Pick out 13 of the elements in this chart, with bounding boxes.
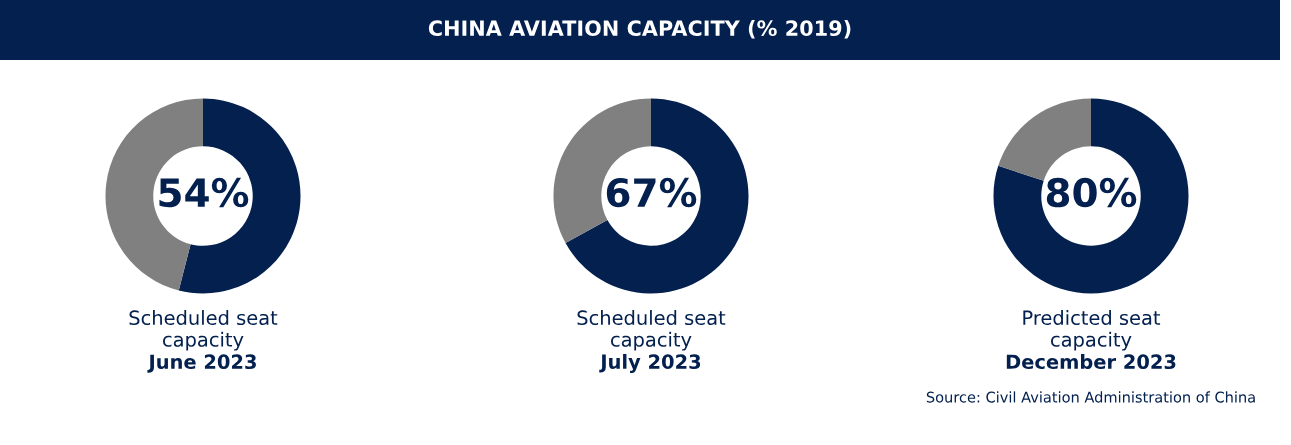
text: Scheduled seat capacity [129,310,278,351]
donut-slice [565,98,749,294]
text: Scheduled seat capacity [577,310,726,351]
text: July 2023 [599,353,701,373]
data-label: 54% [159,177,249,208]
text: December 2023 [1006,354,1176,370]
source-note: Source: Civil Aviation Administration of China [926,391,1255,403]
text: Predicted seat capacity [1023,310,1161,351]
data-label: 80% [1046,177,1137,208]
chart-title: CHINA AVIATION CAPACITY (% 2019) [428,19,851,39]
donut-slice [993,98,1189,294]
data-label: 67% [606,177,697,208]
text: June 2023 [147,354,256,373]
